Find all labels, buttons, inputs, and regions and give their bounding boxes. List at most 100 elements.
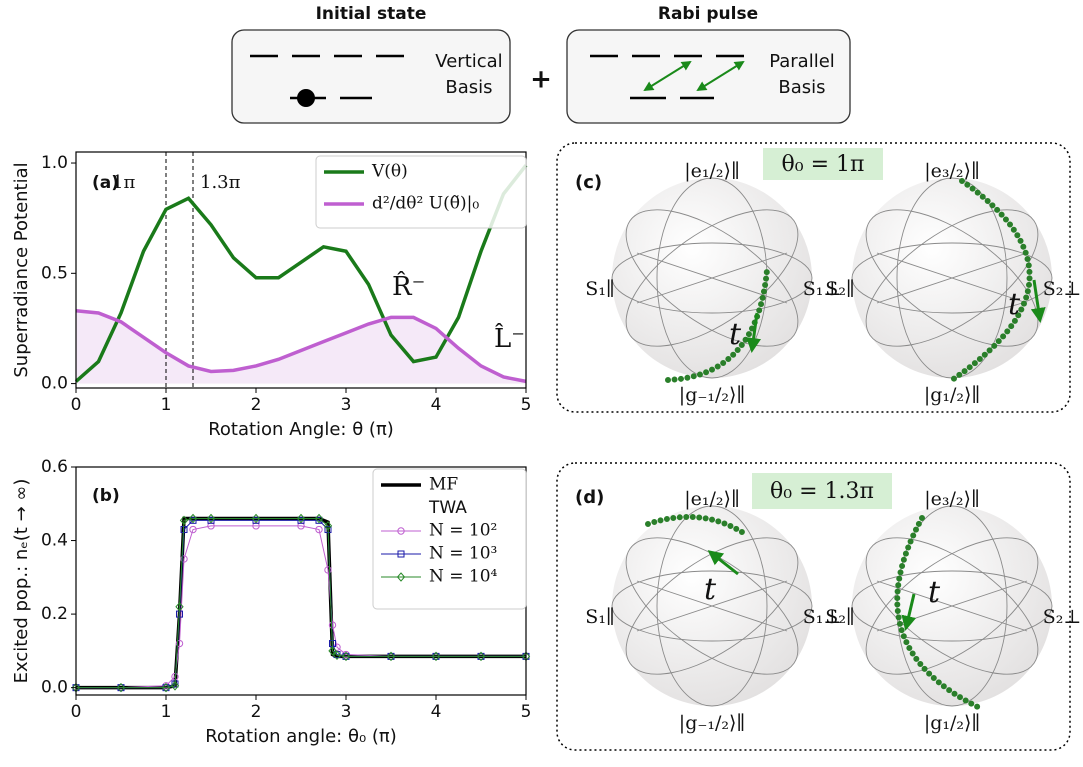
legend-label: N = 10⁴ bbox=[429, 567, 498, 587]
state-label: |e₃/₂⟩∥ bbox=[924, 160, 979, 182]
time-label: t bbox=[729, 317, 742, 352]
chart: 0 1 2 3 4 5 0.0 0.5 1.0 Rotation Angle: θ (π) Supe… bbox=[11, 151, 531, 440]
y-tick-label: 0.0 bbox=[41, 678, 68, 698]
annotation: 1.3π bbox=[200, 172, 241, 193]
atom bbox=[297, 89, 315, 107]
state-label: |e₁/₂⟩∥ bbox=[684, 160, 739, 182]
marker bbox=[206, 513, 216, 524]
marker bbox=[397, 527, 405, 535]
grid-ellipse bbox=[611, 570, 813, 642]
plot-frame bbox=[75, 151, 527, 389]
grid-ellipse bbox=[865, 209, 1039, 347]
marker bbox=[297, 516, 305, 524]
top-diagram: Initial state Rabi pulse Vertical Basis … bbox=[231, 4, 851, 124]
marker bbox=[189, 525, 197, 534]
axis bbox=[876, 580, 1028, 632]
marker bbox=[179, 515, 189, 526]
state-label: |g₋₁/₂⟩∥ bbox=[679, 712, 745, 734]
grid-ellipse bbox=[611, 242, 813, 314]
state-label: S₂⊥ bbox=[1043, 606, 1082, 628]
state-label: S₂⊥ bbox=[1043, 278, 1082, 300]
line bbox=[76, 517, 526, 689]
legend-box bbox=[372, 468, 527, 610]
legend-label: V(θ) bbox=[371, 162, 408, 182]
annotation: (a) bbox=[92, 173, 119, 193]
y-tick-label: 1.0 bbox=[41, 153, 68, 173]
legend-box bbox=[315, 155, 527, 229]
bloch-sphere: t |e₃/₂⟩∥ |g₁/₂⟩∥ S₂∥ S₂⊥ bbox=[825, 488, 1081, 734]
x-axis-label: Rotation Angle: θ (π) bbox=[208, 419, 394, 440]
time-arrow bbox=[1030, 279, 1046, 323]
marker bbox=[251, 513, 261, 524]
grid-ellipse bbox=[656, 505, 768, 707]
state-label: |e₁/₂⟩∥ bbox=[684, 488, 739, 510]
legend-label: d²/dθ² U(θ̃)|₀ bbox=[372, 194, 479, 214]
state-label: S₂∥ bbox=[825, 606, 854, 628]
axis bbox=[636, 252, 788, 304]
grid-ellipse bbox=[625, 537, 799, 675]
theta-box bbox=[763, 148, 883, 180]
state-label: S₁∥ bbox=[585, 278, 614, 300]
y-axis-label: Superradiance Potential bbox=[11, 162, 32, 377]
panel-frame bbox=[556, 142, 1071, 413]
grid-ellipse bbox=[865, 537, 1039, 675]
basis-label: Parallel bbox=[769, 51, 835, 72]
grid-ellipse bbox=[851, 242, 1053, 314]
marker bbox=[386, 651, 396, 662]
x-tick-label: 3 bbox=[341, 702, 352, 722]
marker bbox=[116, 682, 126, 693]
marker bbox=[175, 601, 184, 612]
x-tick-label: 1 bbox=[161, 395, 172, 415]
state-label: |e₃/₂⟩∥ bbox=[924, 488, 979, 510]
transition-arrow bbox=[643, 60, 692, 92]
bloch-sphere: t |e₁/₂⟩∥ |g₋₁/₂⟩∥ S₁∥ S₁⊥ bbox=[585, 160, 841, 406]
y-tick-label: 0.2 bbox=[41, 604, 68, 624]
plus: + bbox=[530, 65, 552, 95]
marker bbox=[328, 621, 337, 629]
marker bbox=[396, 572, 406, 582]
x-axis-label: Rotation angle: θ₀ (π) bbox=[205, 726, 397, 747]
y-axis-label: Excited pop.: nₑ(t → ∞) bbox=[11, 479, 32, 684]
x-tick-label: 1 bbox=[161, 702, 172, 722]
marker bbox=[175, 639, 184, 648]
time-label: t bbox=[928, 575, 941, 610]
marker bbox=[161, 682, 171, 693]
annotation: 1π bbox=[112, 172, 135, 193]
panel-frame bbox=[556, 462, 1071, 751]
grid-ellipse bbox=[851, 570, 1053, 642]
chart: 0 1 2 3 4 5 0.0 0.2 0.4 0.6 Rotation angle: θ₀ (π)… bbox=[11, 457, 531, 747]
marker bbox=[180, 555, 188, 563]
x-tick-label: 4 bbox=[431, 395, 442, 415]
grid-ellipse bbox=[625, 537, 799, 675]
marker bbox=[252, 516, 260, 524]
panel-label: (c) bbox=[575, 172, 602, 193]
annotation: R̂⁻ bbox=[392, 271, 425, 302]
state-label: S₁⊥ bbox=[803, 278, 842, 300]
grid-ellipse bbox=[865, 209, 1039, 347]
panel-label: (d) bbox=[575, 487, 604, 508]
annotation: L̂⁻ bbox=[494, 323, 525, 354]
x-tick-label: 2 bbox=[251, 702, 262, 722]
y-tick-label: 0.6 bbox=[41, 457, 68, 477]
marker bbox=[296, 513, 306, 524]
theta-label: θ₀ = 1π bbox=[782, 152, 865, 177]
time-label: t bbox=[704, 572, 717, 607]
bloch-sphere: t |e₁/₂⟩∥ |g₋₁/₂⟩∥ S₁∥ S₁⊥ bbox=[585, 488, 841, 734]
marker bbox=[314, 513, 324, 524]
time-label: t bbox=[1008, 287, 1021, 322]
x-tick-label: 4 bbox=[431, 702, 442, 722]
marker bbox=[188, 513, 198, 524]
legend-subtitle: TWA bbox=[428, 498, 467, 518]
transition-arrow bbox=[696, 60, 745, 92]
state-label: S₂∥ bbox=[825, 278, 854, 300]
theta-label: θ₀ = 1.3π bbox=[770, 479, 874, 504]
time-arrow bbox=[707, 550, 739, 576]
grid-ellipse bbox=[625, 209, 799, 347]
y-tick-label: 0.5 bbox=[41, 263, 68, 283]
marker bbox=[332, 650, 342, 661]
x-tick-label: 5 bbox=[521, 702, 532, 722]
x-tick-label: 2 bbox=[251, 395, 262, 415]
line bbox=[74, 164, 528, 383]
marker bbox=[341, 651, 351, 662]
